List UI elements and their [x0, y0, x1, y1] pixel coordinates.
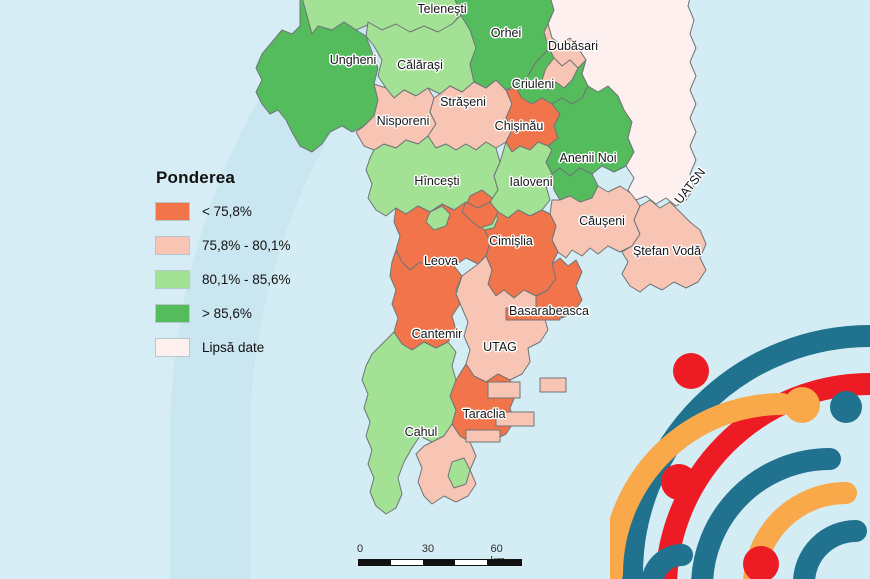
- legend-label: Lipsă date: [202, 340, 265, 355]
- region-ialoveni[interactable]: [489, 141, 553, 219]
- legend-swatch: [155, 270, 190, 289]
- region-ungheni[interactable]: [255, 0, 379, 153]
- scale-bar: 0 30 60 km: [356, 543, 522, 567]
- legend-swatch: [155, 202, 190, 221]
- region-cantemir[interactable]: [389, 249, 463, 351]
- region-anenii-noi-sliver[interactable]: [551, 167, 599, 203]
- scale-bar-graphic: [358, 559, 522, 566]
- legend-swatch: [155, 304, 190, 323]
- legend-item[interactable]: > 85,6%: [155, 304, 291, 323]
- region-cahul[interactable]: [361, 331, 457, 515]
- legend-label: < 75,8%: [202, 204, 252, 219]
- region-chisinau-tail[interactable]: [461, 201, 499, 229]
- legend-label: 75,8% - 80,1%: [202, 238, 291, 253]
- legend-item[interactable]: Lipsă date: [155, 338, 291, 357]
- scale-tick-30: 30: [421, 543, 435, 555]
- region-stefan-voda[interactable]: [621, 199, 707, 293]
- legend-swatch: [155, 236, 190, 255]
- legend-item[interactable]: 80,1% - 85,6%: [155, 270, 291, 289]
- region-basarabeasca-strip[interactable]: [505, 307, 561, 321]
- legend-item[interactable]: 75,8% - 80,1%: [155, 236, 291, 255]
- region-green-patch-leova[interactable]: [425, 205, 451, 231]
- legend-label: > 85,6%: [202, 306, 252, 321]
- region-cahul-green-patch[interactable]: [447, 457, 471, 489]
- region-dubasari-tail[interactable]: [541, 57, 579, 91]
- region-pink-patch-b[interactable]: [495, 411, 535, 427]
- scale-tick-0: 0: [356, 543, 364, 555]
- scale-bar-ticks: 0 30 60 km: [356, 543, 522, 567]
- region-utag[interactable]: [455, 255, 553, 383]
- legend-item[interactable]: < 75,8%: [155, 202, 291, 221]
- legend-title: Ponderea: [156, 168, 236, 187]
- region-pink-patch-d[interactable]: [539, 377, 567, 393]
- legend-label: 80,1% - 85,6%: [202, 272, 291, 287]
- region-pink-patch-a[interactable]: [487, 381, 521, 399]
- map-legend: Ponderea < 75,8% 75,8% - 80,1% 80,1% - 85,…: [155, 168, 291, 372]
- region-pink-patch-c[interactable]: [465, 429, 501, 443]
- legend-swatch: [155, 338, 190, 357]
